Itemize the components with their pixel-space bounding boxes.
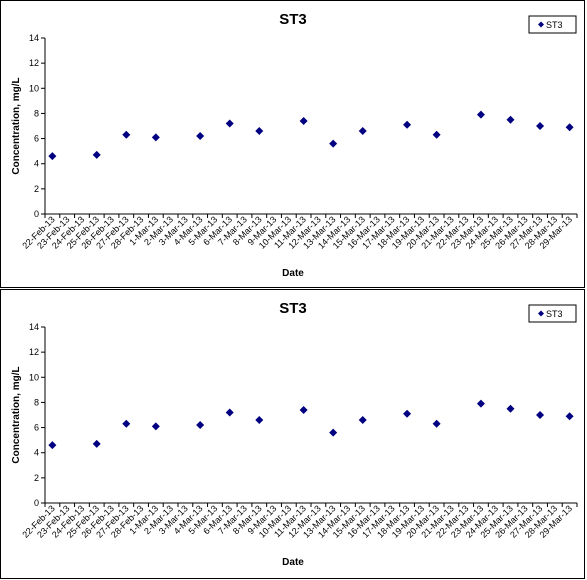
data-point bbox=[358, 416, 367, 425]
legend-label: ST3 bbox=[546, 20, 563, 30]
y-tick-label: 0 bbox=[34, 498, 39, 508]
legend-label: ST3 bbox=[546, 309, 563, 319]
legend-marker bbox=[538, 21, 544, 28]
data-point bbox=[476, 110, 485, 119]
data-point bbox=[476, 399, 485, 408]
data-point bbox=[403, 409, 412, 418]
x-axis-title: Date bbox=[282, 557, 304, 568]
y-tick-label: 6 bbox=[34, 134, 39, 144]
data-point bbox=[92, 439, 101, 448]
y-tick-label: 8 bbox=[34, 108, 39, 118]
data-point bbox=[329, 139, 338, 148]
data-point bbox=[151, 133, 160, 142]
data-point bbox=[329, 428, 338, 437]
chart-panel-2: ST3 ST3 0 2 4 6 8 10 12 14 22-Feb-13 23-Feb-13 24-Fe… bbox=[0, 289, 585, 579]
data-point bbox=[506, 404, 515, 413]
y-tick-label: 14 bbox=[29, 33, 39, 43]
data-point bbox=[255, 127, 264, 136]
data-point bbox=[122, 419, 131, 428]
chart-panel-1: ST3 ST3 0 2 4 6 8 10 12 14 22-Feb-13 23-Feb-13 24-Fe… bbox=[0, 0, 585, 288]
y-tick-label: 6 bbox=[34, 423, 39, 433]
data-point bbox=[299, 116, 308, 125]
y-tick-label: 0 bbox=[34, 209, 39, 219]
y-axis-title: Concentration, mg/L bbox=[11, 366, 22, 463]
data-point bbox=[92, 150, 101, 159]
y-tick-label: 12 bbox=[29, 58, 39, 68]
y-tick-label: 14 bbox=[29, 322, 39, 332]
x-axis-title: Date bbox=[282, 268, 304, 279]
data-point bbox=[48, 441, 57, 450]
legend-marker bbox=[538, 310, 544, 317]
data-point bbox=[196, 132, 205, 141]
y-tick-label: 4 bbox=[34, 159, 39, 169]
data-point bbox=[403, 120, 412, 129]
data-point bbox=[299, 405, 308, 414]
y-tick-label: 4 bbox=[34, 448, 39, 458]
data-point bbox=[358, 127, 367, 136]
scatter-chart-1: ST3 ST30246810121422-Feb-1323-Feb-1324-Fe… bbox=[11, 11, 578, 279]
y-tick-label: 8 bbox=[34, 397, 39, 407]
data-point bbox=[255, 416, 264, 425]
y-tick-label: 2 bbox=[34, 184, 39, 194]
data-point bbox=[536, 122, 545, 130]
y-tick-label: 10 bbox=[29, 83, 39, 93]
data-point bbox=[432, 130, 441, 139]
data-point bbox=[48, 152, 57, 161]
data-point bbox=[196, 421, 205, 430]
chart-title: ST3 bbox=[279, 11, 307, 28]
legend-box bbox=[528, 304, 577, 323]
data-point bbox=[151, 422, 160, 431]
data-point bbox=[565, 123, 574, 132]
data-point bbox=[565, 412, 574, 421]
data-point bbox=[536, 411, 545, 419]
y-tick-label: 10 bbox=[29, 372, 39, 382]
y-tick-label: 12 bbox=[29, 347, 39, 357]
data-point bbox=[432, 419, 441, 428]
scatter-chart-2: ST3 ST30246810121422-Feb-1323-Feb-1324-Fe… bbox=[11, 300, 578, 568]
data-point bbox=[122, 130, 131, 139]
legend-box bbox=[528, 15, 577, 34]
chart-title: ST3 bbox=[279, 300, 307, 317]
data-point bbox=[225, 119, 234, 128]
y-axis-title: Concentration, mg/L bbox=[11, 77, 22, 174]
data-point bbox=[225, 408, 234, 417]
data-point bbox=[506, 115, 515, 124]
y-tick-label: 2 bbox=[34, 473, 39, 483]
